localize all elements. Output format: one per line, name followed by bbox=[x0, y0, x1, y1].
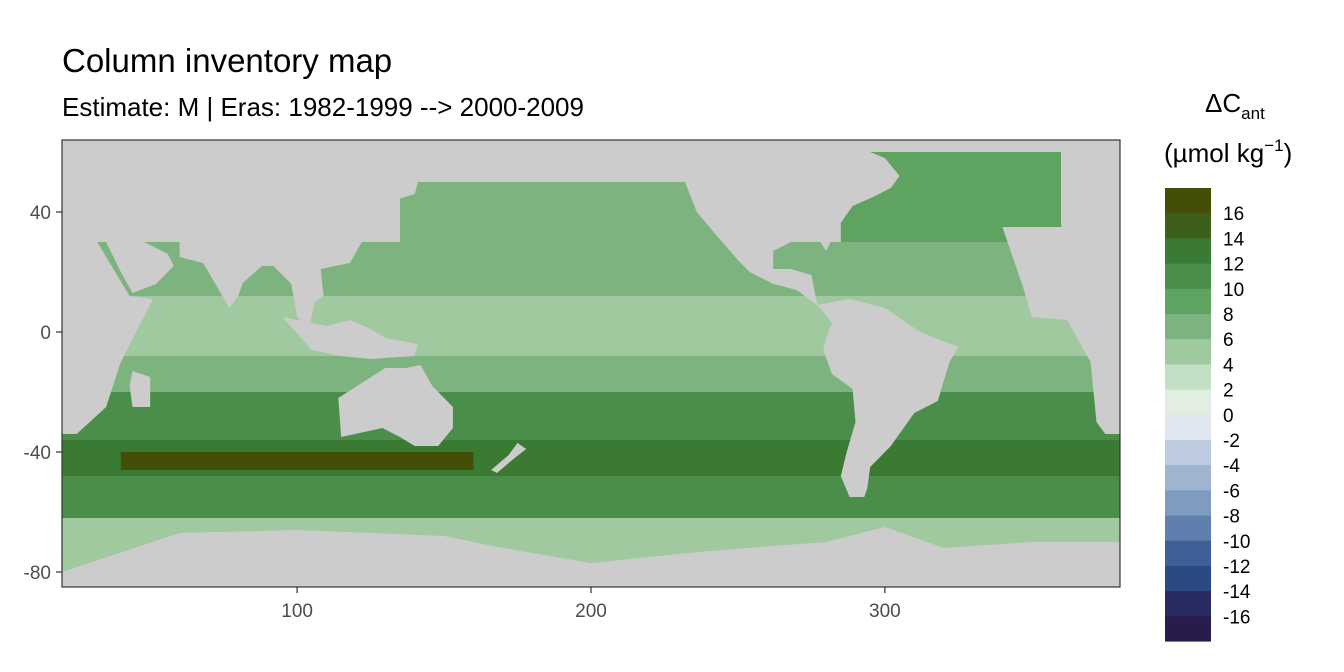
legend: ΔCant (µmol kg−1) 16 14 12 10 8 6 4 2 0 -2 -4 -6 -8 -10… bbox=[1164, 88, 1292, 642]
legend-label: -2 bbox=[1223, 431, 1240, 452]
legend-swatch bbox=[1165, 490, 1211, 517]
legend-label: -10 bbox=[1223, 532, 1250, 553]
legend-label: 12 bbox=[1223, 255, 1244, 276]
land-arabia bbox=[106, 242, 174, 293]
ocean-zone-tropics bbox=[62, 296, 1120, 356]
ocean-zone-south-subtropics bbox=[62, 356, 1120, 392]
legend-swatch bbox=[1165, 465, 1211, 491]
ocean-zone-north-midlat bbox=[399, 182, 724, 242]
legend-label: -16 bbox=[1223, 607, 1250, 628]
land-antarctica bbox=[62, 527, 1120, 587]
legend-swatch bbox=[1165, 263, 1211, 290]
land-africa-eurasia bbox=[62, 140, 154, 434]
legend-swatch bbox=[1165, 414, 1211, 441]
legend-swatch bbox=[1165, 364, 1211, 391]
x-tick-label: 200 bbox=[575, 601, 607, 622]
legend-label: -14 bbox=[1223, 582, 1251, 603]
land-indonesia bbox=[282, 317, 418, 359]
y-tick-label: -80 bbox=[24, 563, 51, 584]
legend-title: ΔCant bbox=[1205, 88, 1265, 123]
land-india bbox=[203, 263, 262, 308]
legend-label: -12 bbox=[1223, 557, 1250, 578]
map-panel bbox=[62, 140, 1120, 587]
legend-swatch bbox=[1165, 591, 1211, 617]
land-australia bbox=[338, 365, 453, 446]
land-greenland bbox=[884, 140, 950, 152]
legend-label: 4 bbox=[1223, 355, 1234, 376]
legend-label: 6 bbox=[1223, 330, 1234, 351]
legend-label: 8 bbox=[1223, 305, 1234, 326]
chart-subtitle: Estimate: M | Eras: 1982-1999 --> 2000-2… bbox=[62, 92, 584, 122]
land-europe-east bbox=[1061, 140, 1120, 224]
x-tick-label: 100 bbox=[281, 601, 313, 622]
land-asia bbox=[179, 140, 533, 329]
y-tick-label: -40 bbox=[24, 443, 51, 464]
legend-label: 14 bbox=[1223, 229, 1245, 250]
legend-swatch bbox=[1165, 616, 1211, 642]
y-tick-label: 40 bbox=[30, 203, 51, 224]
legend-label: -8 bbox=[1223, 507, 1240, 528]
legend-label: -6 bbox=[1223, 481, 1240, 502]
legend-label: 2 bbox=[1223, 381, 1234, 402]
legend-swatch bbox=[1165, 566, 1211, 592]
legend-swatch bbox=[1165, 188, 1211, 214]
legend-swatch bbox=[1165, 540, 1211, 567]
legend-swatch bbox=[1165, 288, 1211, 315]
land-africa-east bbox=[1002, 227, 1120, 434]
legend-swatch bbox=[1165, 314, 1211, 340]
legend-swatch bbox=[1165, 339, 1211, 365]
y-tick-label: 0 bbox=[40, 323, 51, 344]
land-new-zealand bbox=[491, 443, 527, 473]
legend-units: (µmol kg−1) bbox=[1164, 136, 1292, 168]
legend-label: -4 bbox=[1223, 456, 1240, 477]
legend-swatch bbox=[1165, 440, 1211, 466]
legend-label: 10 bbox=[1223, 280, 1244, 301]
legend-label: 16 bbox=[1223, 204, 1244, 225]
legend-swatch bbox=[1165, 389, 1211, 416]
legend-swatch bbox=[1165, 515, 1211, 542]
ocean-zone-south-indian-peak bbox=[120, 452, 474, 470]
ocean-zone-southern-band bbox=[62, 476, 1120, 518]
land-americas bbox=[561, 140, 959, 497]
land-madagascar bbox=[129, 371, 151, 407]
legend-swatch bbox=[1165, 213, 1211, 239]
x-tick-label: 300 bbox=[869, 601, 901, 622]
legend-swatch bbox=[1165, 238, 1211, 265]
chart-title: Column inventory map bbox=[62, 42, 393, 79]
legend-label: 0 bbox=[1223, 406, 1234, 427]
ocean-zone-southern-mid bbox=[62, 392, 1120, 440]
